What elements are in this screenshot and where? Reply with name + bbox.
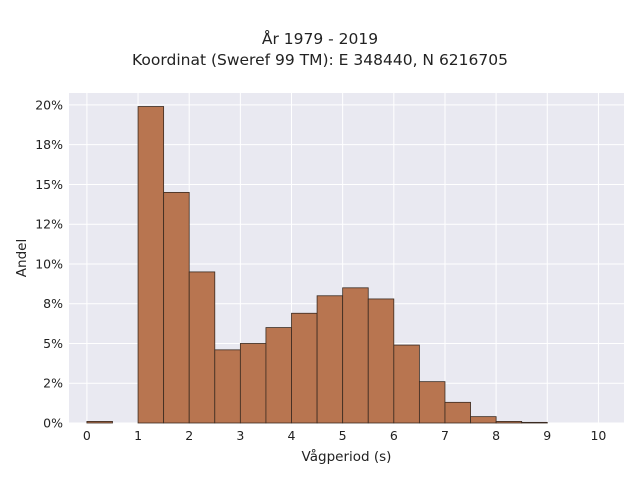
x-tick-label: 8 xyxy=(492,428,500,443)
histogram-bar xyxy=(214,349,241,424)
y-tick-label: 18% xyxy=(35,137,63,152)
histogram-bar xyxy=(86,421,113,424)
histogram-bar xyxy=(393,344,420,424)
bars xyxy=(86,106,548,424)
x-tick-label: 6 xyxy=(390,428,398,443)
y-tick-label: 10% xyxy=(35,256,63,271)
histogram-bar xyxy=(470,416,497,424)
histogram-bar xyxy=(521,421,548,424)
x-tick-label: 5 xyxy=(339,428,347,443)
histogram-bar xyxy=(291,312,318,424)
histogram-bar xyxy=(342,287,369,424)
x-axis-label: Vågperiod (s) xyxy=(302,448,392,465)
y-tick-label: 8% xyxy=(43,296,63,311)
x-tick-label: 10 xyxy=(590,428,606,443)
y-axis-label: Andel xyxy=(14,239,30,277)
histogram-bar xyxy=(495,421,523,424)
y-tick-label: 15% xyxy=(35,177,63,192)
y-tick-label: 12% xyxy=(35,217,63,232)
histogram-bar xyxy=(444,401,471,424)
histogram-bar xyxy=(367,298,395,424)
histogram-bar xyxy=(163,191,190,424)
histogram-bar xyxy=(418,381,446,424)
histogram-bar xyxy=(137,106,165,424)
histogram-bar xyxy=(265,327,292,424)
chart-title: År 1979 - 2019 xyxy=(261,30,379,48)
y-tick-label: 2% xyxy=(43,376,63,391)
x-tick-label: 0 xyxy=(83,428,91,443)
x-tick-label: 2 xyxy=(185,428,193,443)
y-tick-label: 5% xyxy=(43,336,63,351)
x-tick-label: 1 xyxy=(134,428,142,443)
x-ticks: 0 1 2 3 4 5 6 7 8 9 10 xyxy=(83,428,606,443)
y-tick-label: 20% xyxy=(35,97,63,112)
histogram-bar xyxy=(239,343,267,424)
x-tick-label: 7 xyxy=(441,428,449,443)
x-tick-label: 3 xyxy=(236,428,244,443)
x-tick-label: 9 xyxy=(543,428,551,443)
y-tick-label: 0% xyxy=(43,416,63,431)
histogram-bar xyxy=(188,271,216,424)
histogram-bar xyxy=(316,295,344,424)
chart-subtitle: Koordinat (Sweref 99 TM): E 348440, N 62… xyxy=(132,51,508,69)
x-tick-label: 4 xyxy=(288,428,296,443)
y-ticks: 0% 2% 5% 8% 10% 12% 15% 18% 20% xyxy=(35,97,63,430)
